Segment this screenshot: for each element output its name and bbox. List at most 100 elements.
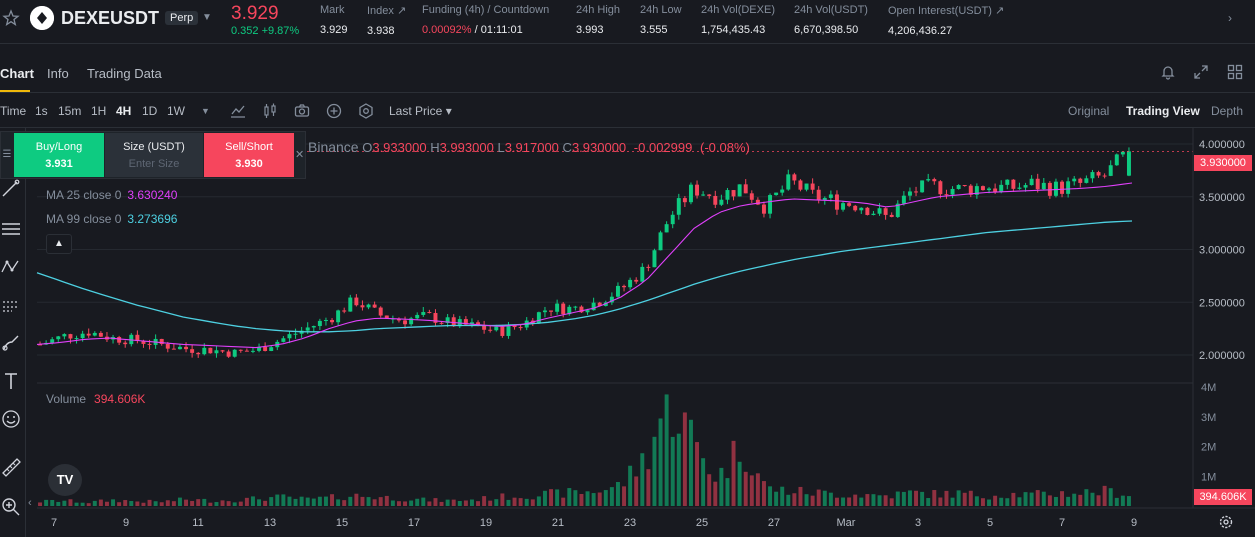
date-tick-label: 25 xyxy=(696,517,708,529)
buy-long-button[interactable]: Buy/Long 3.931 xyxy=(14,133,104,177)
candle-body xyxy=(92,332,97,336)
volume-bar xyxy=(348,496,353,506)
interval-dropdown-icon[interactable]: ▼ xyxy=(201,106,210,116)
volume-bar xyxy=(494,499,499,506)
stat-open-interest[interactable]: Open Interest(USDT) ↗ 4,206,436.27 xyxy=(888,4,1004,37)
view-trading-view[interactable]: Trading View xyxy=(1126,104,1200,118)
price-tick-label: 4.000000 xyxy=(1199,139,1245,151)
chevron-down-icon[interactable]: ▼ xyxy=(202,12,212,23)
size-placeholder[interactable]: Enter Size xyxy=(128,158,180,170)
close-icon[interactable]: ✕ xyxy=(295,149,305,161)
candle-body xyxy=(597,302,602,306)
text-tool-icon[interactable] xyxy=(0,370,22,392)
candle-body xyxy=(962,185,967,187)
price-type-select[interactable]: Last Price ▾ xyxy=(389,104,452,118)
volume-bar xyxy=(968,490,973,506)
ohlc-legend: Binance O3.933000 H3.993000 L3.917000 C3… xyxy=(308,139,750,155)
volume-bar xyxy=(135,501,140,506)
fullscreen-icon[interactable] xyxy=(1192,63,1210,81)
candle-body xyxy=(80,333,85,339)
ma25-value: 3.630240 xyxy=(127,188,178,202)
settings-hex-icon[interactable] xyxy=(357,102,375,120)
tab-trading-data[interactable]: Trading Data xyxy=(87,66,162,81)
interval-1d[interactable]: 1D xyxy=(142,104,158,118)
interval-1s[interactable]: 1s xyxy=(35,104,48,118)
volume-bar xyxy=(366,497,371,506)
indicators-icon[interactable] xyxy=(229,102,247,120)
volume-bar xyxy=(974,496,979,506)
drawing-toolbar xyxy=(0,128,26,537)
candle-body xyxy=(646,266,651,268)
volume-bar xyxy=(342,500,347,506)
chevron-right-icon[interactable]: › xyxy=(1228,11,1232,25)
brush-icon[interactable] xyxy=(0,332,22,354)
price-tick-label: 2.000000 xyxy=(1199,350,1245,362)
trend-line-icon[interactable] xyxy=(0,178,22,200)
add-icon[interactable] xyxy=(325,102,343,120)
layout-grid-icon[interactable] xyxy=(1226,63,1244,81)
drag-handle-icon[interactable]: ☰ xyxy=(2,149,12,160)
candle-body xyxy=(482,325,487,330)
candle-body xyxy=(250,350,255,352)
volume-bar xyxy=(512,497,517,506)
interval-4h[interactable]: 4H xyxy=(116,104,132,118)
time-label[interactable]: Time xyxy=(0,104,27,118)
view-original[interactable]: Original xyxy=(1068,104,1110,118)
candle-body xyxy=(609,296,614,303)
low-key: L xyxy=(497,140,505,155)
candle-body xyxy=(798,180,803,190)
zoom-in-icon[interactable] xyxy=(0,496,22,518)
price-axis[interactable]: 4.000000 3.500000 3.000000 2.500000 2.000000 xyxy=(1199,139,1245,362)
volume-bar xyxy=(354,493,359,506)
pattern-icon[interactable] xyxy=(0,256,22,278)
close-key: C xyxy=(562,140,572,155)
size-input[interactable]: Size (USDT) Enter Size xyxy=(105,133,203,177)
volume-bar xyxy=(950,497,955,506)
sell-short-button[interactable]: Sell/Short 3.930 xyxy=(204,133,294,177)
candle-body xyxy=(938,181,943,195)
candle-body xyxy=(68,334,73,339)
tab-chart[interactable]: Chart xyxy=(0,66,34,81)
ma25-legend[interactable]: MA 25 close 0 3.630240 xyxy=(46,188,177,202)
volume-bar xyxy=(761,481,766,506)
ma99-legend[interactable]: MA 99 close 0 3.273696 xyxy=(46,212,177,226)
stat-funding: Funding (4h) / Countdown 0.00092% / 01:1… xyxy=(422,4,549,36)
volume-legend[interactable]: Volume 394.606K xyxy=(46,392,145,406)
volume-bar xyxy=(731,440,736,506)
tab-info[interactable]: Info xyxy=(47,66,69,81)
candle-body xyxy=(804,183,809,190)
chevron-left-icon[interactable]: ‹ xyxy=(28,497,32,509)
volume-bar xyxy=(1090,492,1095,506)
volume-bar xyxy=(457,500,462,506)
volume-bar xyxy=(664,394,669,506)
gear-icon[interactable] xyxy=(1218,514,1234,530)
candle-body xyxy=(1126,151,1131,176)
camera-icon[interactable] xyxy=(293,102,311,120)
volume-bar xyxy=(281,494,286,506)
interval-1h[interactable]: 1H xyxy=(91,104,107,118)
interval-15m[interactable]: 15m xyxy=(58,104,82,118)
candle-body xyxy=(828,194,833,198)
collapse-legend-button[interactable]: ▲ xyxy=(46,234,72,254)
candle-body xyxy=(220,350,225,352)
price-chart[interactable]: 4.000000 3.500000 3.000000 2.500000 2.000000… xyxy=(27,128,1255,537)
forecast-icon[interactable] xyxy=(0,294,22,316)
candle-body xyxy=(585,310,590,313)
interval-1w[interactable]: 1W xyxy=(167,104,185,118)
stat-index[interactable]: Index ↗ 3.938 xyxy=(367,4,406,37)
volume-bar xyxy=(415,498,420,506)
candle-body xyxy=(226,351,231,357)
ruler-icon[interactable] xyxy=(0,456,22,478)
horizontal-lines-icon[interactable] xyxy=(0,218,22,240)
emoji-icon[interactable] xyxy=(0,408,22,430)
candle-body xyxy=(658,232,663,251)
volume-bar xyxy=(804,494,809,506)
view-depth[interactable]: Depth xyxy=(1211,104,1244,118)
candle-type-icon[interactable] xyxy=(261,102,279,120)
candle-body xyxy=(311,326,316,328)
bell-icon[interactable] xyxy=(1159,63,1177,81)
price-tick-label: 2.500000 xyxy=(1199,297,1245,309)
time-axis[interactable]: 7 9 11 13 15 17 19 21 23 25 27 Mar 3 5 7 9 xyxy=(51,517,1137,529)
star-icon[interactable] xyxy=(2,9,20,27)
symbol-name[interactable]: DEXEUSDT xyxy=(61,8,160,28)
